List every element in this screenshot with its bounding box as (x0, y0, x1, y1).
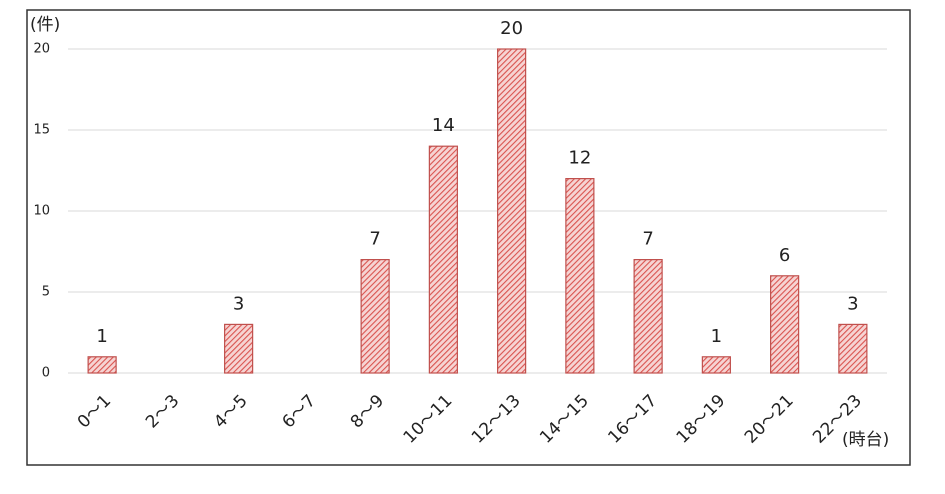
y-tick-label: 0 (42, 366, 50, 381)
data-label: 7 (642, 229, 653, 250)
bar (565, 178, 595, 374)
data-label: 3 (847, 293, 858, 314)
y-tick-label: 10 (33, 204, 50, 219)
data-label: 1 (96, 326, 107, 347)
data-label: 1 (711, 326, 722, 347)
bar (497, 48, 527, 374)
bar (428, 145, 458, 374)
bar (633, 259, 663, 374)
data-label: 3 (233, 293, 244, 314)
chart-border (26, 9, 911, 466)
bar (701, 356, 731, 374)
y-tick-label: 5 (42, 285, 50, 300)
bar (770, 275, 800, 374)
x-unit: (時台) (842, 430, 889, 450)
bar (360, 259, 390, 374)
data-label: 20 (500, 18, 523, 39)
y-unit: (件) (30, 15, 60, 35)
data-label: 14 (432, 115, 455, 136)
y-tick-label: 15 (33, 123, 50, 138)
bar (224, 323, 254, 374)
bar (838, 323, 868, 374)
y-tick-label: 20 (33, 42, 50, 57)
data-label: 7 (369, 229, 380, 250)
data-label: 12 (568, 148, 591, 169)
bar (87, 356, 117, 374)
data-label: 6 (779, 245, 790, 266)
